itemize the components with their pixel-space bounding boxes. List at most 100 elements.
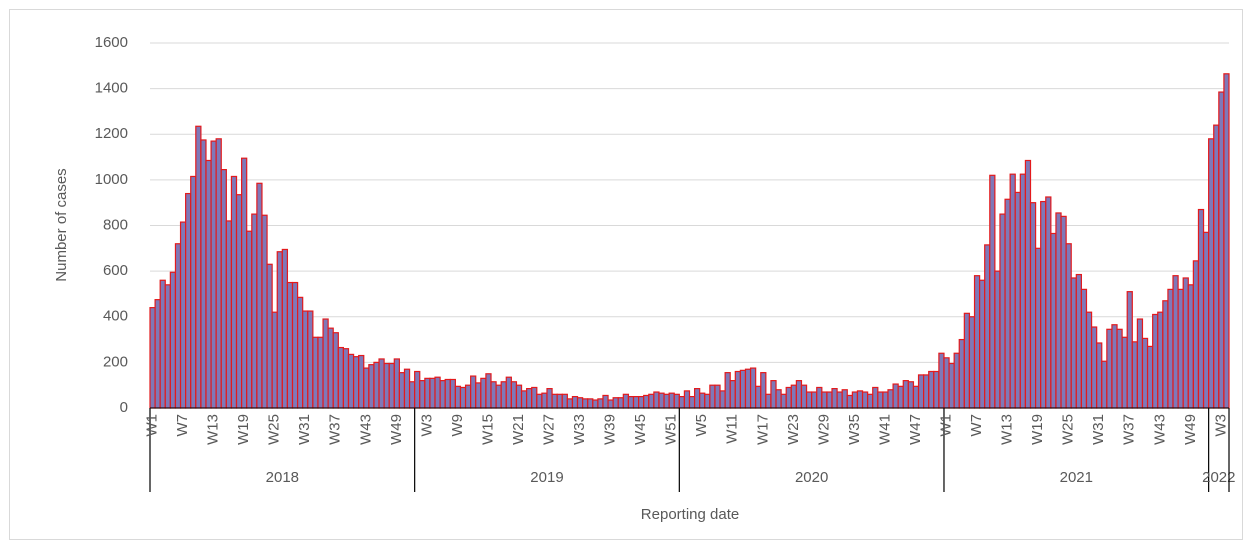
bar [597, 398, 604, 409]
bar [968, 316, 976, 409]
bar [627, 395, 635, 409]
bar [699, 392, 706, 409]
bar [383, 362, 390, 409]
bar [1192, 260, 1200, 409]
bar [775, 389, 782, 409]
bar [653, 391, 660, 409]
bar [749, 367, 757, 409]
y-tick-label: 800 [103, 216, 128, 233]
bar [719, 390, 726, 409]
bar [256, 182, 263, 409]
bar [210, 140, 217, 409]
bar [246, 230, 253, 409]
x-tick-label: W43 [357, 414, 374, 445]
x-tick-label: W31 [1090, 414, 1107, 445]
bar [526, 388, 533, 409]
bar [826, 391, 833, 409]
bar [1141, 337, 1149, 409]
bar [805, 391, 813, 409]
bar [424, 377, 431, 409]
bar [612, 397, 619, 409]
bar [1075, 273, 1083, 409]
x-tick-label: W21 [510, 414, 527, 445]
bar [1034, 247, 1042, 409]
bar [174, 243, 182, 409]
x-axis-label: Reporting date [641, 506, 739, 523]
bar [302, 310, 309, 409]
bar [617, 397, 624, 409]
x-tick-label: W49 [1182, 414, 1199, 445]
x-tick-label: W29 [815, 414, 832, 445]
y-tick-label: 1200 [95, 125, 128, 142]
bar [205, 159, 212, 409]
bar [1024, 159, 1032, 409]
x-tick-label: W3 [1212, 414, 1229, 437]
bar [785, 386, 792, 409]
bar [225, 220, 233, 409]
bar [882, 391, 889, 409]
bar [1050, 232, 1057, 409]
bar [149, 307, 156, 409]
bar [1136, 318, 1144, 409]
x-tick-label: W1 [937, 414, 954, 437]
bar [1202, 231, 1210, 409]
bar [159, 279, 166, 409]
bar [953, 352, 960, 409]
bar [1090, 326, 1098, 409]
x-tick-label: W1 [144, 414, 161, 437]
bar [251, 213, 258, 409]
bar [190, 175, 197, 409]
x-tick-label: W5 [693, 414, 710, 437]
x-tick-label: W19 [235, 414, 252, 445]
bar [449, 378, 456, 409]
bar [846, 394, 853, 409]
bar [1040, 200, 1047, 409]
y-tick-label: 400 [103, 308, 128, 325]
bar [592, 399, 599, 409]
bar [276, 251, 283, 409]
x-tick-label: W33 [571, 414, 588, 445]
bar [734, 370, 741, 409]
y-tick-label: 0 [120, 399, 128, 416]
bar [464, 384, 472, 409]
bar [1208, 138, 1215, 409]
bar [261, 214, 268, 409]
bar [444, 378, 451, 409]
bar [241, 157, 248, 409]
bar [984, 244, 991, 409]
x-tick-label: W25 [266, 414, 283, 445]
x-tick-label: W39 [602, 414, 619, 445]
bar [485, 373, 492, 409]
group-label: 2021 [1060, 469, 1093, 486]
bar [536, 393, 543, 409]
bar [332, 332, 339, 409]
bar [368, 364, 375, 409]
x-tick-label: W9 [449, 414, 466, 437]
y-tick-label: 600 [103, 262, 128, 279]
x-tick-label: W17 [754, 414, 771, 445]
x-tick-label: W15 [479, 414, 496, 445]
y-tick-label: 1400 [95, 80, 128, 97]
x-tick-label: W31 [296, 414, 313, 445]
bar [1146, 345, 1154, 409]
bar [500, 381, 507, 409]
bar [1197, 208, 1205, 409]
bar [1106, 328, 1113, 409]
bar [576, 397, 584, 409]
x-tick-label: W35 [846, 414, 863, 445]
bar [800, 384, 808, 409]
bar [561, 393, 568, 409]
bar [378, 358, 385, 409]
bar [373, 361, 380, 409]
bar [770, 380, 777, 409]
x-tick-label: W43 [1151, 414, 1168, 445]
x-tick-label: W13 [999, 414, 1016, 445]
bar [1182, 277, 1189, 409]
bar [327, 327, 334, 409]
bar [1004, 198, 1011, 409]
bar [1131, 341, 1138, 409]
bar [973, 275, 981, 409]
bar [200, 139, 207, 409]
bar [928, 370, 935, 409]
bar [678, 395, 686, 409]
